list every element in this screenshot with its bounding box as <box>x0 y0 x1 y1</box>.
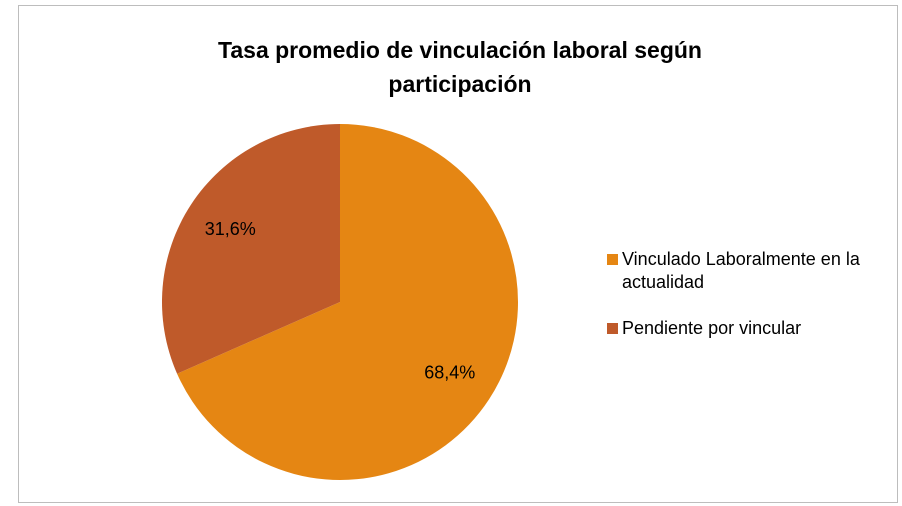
legend-swatch <box>607 323 618 334</box>
chart-frame <box>18 5 898 503</box>
pie-slice <box>177 124 518 481</box>
legend-label: Vinculado Laboralmente en la actualidad <box>622 249 860 292</box>
data-label: 31,6% <box>205 219 256 239</box>
legend-label: Pendiente por vincular <box>622 318 802 338</box>
pie-slice <box>162 124 340 374</box>
chart-title: Tasa promedio de vinculación laboral seg… <box>218 37 702 97</box>
legend-swatch <box>607 254 618 265</box>
data-label: 68,4% <box>424 362 475 382</box>
